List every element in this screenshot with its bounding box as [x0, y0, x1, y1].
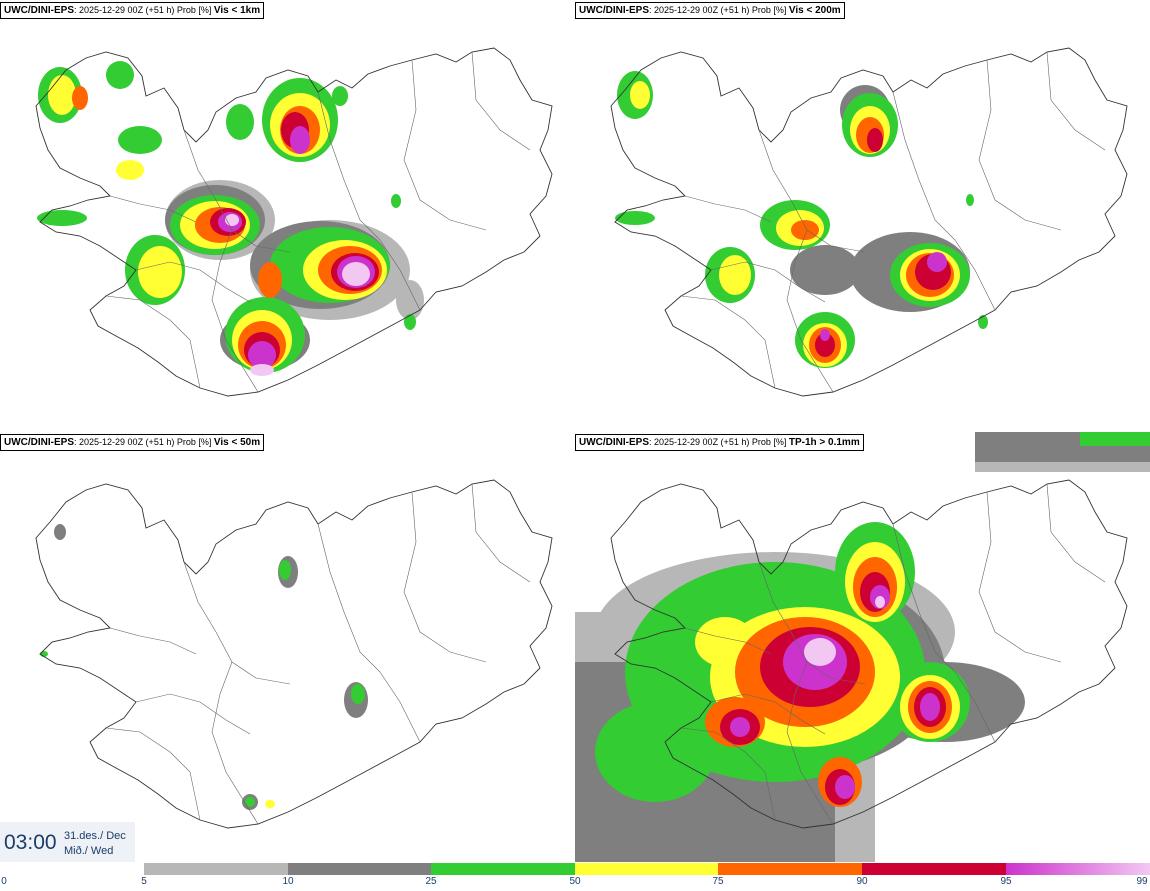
legend-tick: 95	[1000, 876, 1012, 887]
valid-weekday: Mið./ Wed	[64, 845, 114, 857]
prob-fields	[615, 71, 988, 368]
legend-segment	[1006, 863, 1150, 875]
legend-segment	[431, 863, 575, 875]
panel-title: UWC/DINI-EPS: 2025-12-29 00Z (+51 h) Pro…	[575, 434, 864, 451]
prob-99	[804, 596, 885, 666]
prob-99	[225, 214, 370, 376]
prob-fields	[37, 61, 424, 376]
panel-title: UWC/DINI-EPS: 2025-12-29 00Z (+51 h) Pro…	[0, 434, 265, 451]
map-panel-tp-1h: UWC/DINI-EPS: 2025-12-29 00Z (+51 h) Pro…	[575, 432, 1150, 862]
prob-10-25	[54, 524, 368, 810]
color-legend	[144, 863, 1150, 875]
probability-map	[575, 432, 1150, 862]
map-panel-vis-200m: UWC/DINI-EPS: 2025-12-29 00Z (+51 h) Pro…	[575, 0, 1150, 430]
legend-tick: 5	[141, 876, 147, 887]
valid-time-box: 03:00 31.des./ Dec Mið./ Wed	[0, 822, 135, 862]
panel-title: UWC/DINI-EPS: 2025-12-29 00Z (+51 h) Pro…	[575, 2, 845, 19]
map-panel-vis-1km: UWC/DINI-EPS: 2025-12-29 00Z (+51 h) Pro…	[0, 0, 575, 430]
legend-segment	[288, 863, 431, 875]
panel-title: UWC/DINI-EPS: 2025-12-29 00Z (+51 h) Pro…	[0, 2, 265, 19]
legend-ticks: 0 5 10 25 50 75 90 95 99	[0, 876, 1150, 891]
legend-tick: 90	[856, 876, 868, 887]
valid-date: 31.des./ Dec	[64, 830, 126, 842]
legend-tick: 75	[712, 876, 724, 887]
legend-tick: 25	[425, 876, 437, 887]
legend-segment	[575, 863, 718, 875]
probability-map	[35, 47, 553, 397]
prob-50-75	[265, 800, 275, 808]
prob-25-50	[40, 560, 365, 807]
legend-segment	[862, 863, 1006, 875]
prob-95-99	[820, 252, 947, 341]
probability-map	[610, 47, 1128, 397]
legend-segment	[718, 863, 862, 875]
legend-tick: 99	[1136, 876, 1148, 887]
legend-tick: 10	[282, 876, 294, 887]
legend-tick: 0	[1, 876, 7, 887]
prob-fields	[40, 524, 368, 810]
legend-tick: 50	[569, 876, 581, 887]
valid-time: 03:00	[4, 831, 57, 854]
probability-map	[35, 479, 553, 829]
legend-segment	[144, 863, 288, 875]
prob-fields	[575, 432, 1150, 862]
map-panel-vis-50m: UWC/DINI-EPS: 2025-12-29 00Z (+51 h) Pro…	[0, 432, 575, 862]
